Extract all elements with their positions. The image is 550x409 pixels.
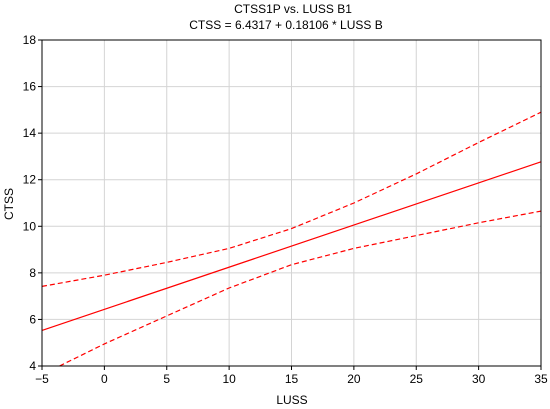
x-tick-label-0: −5 [35,372,49,386]
series-line-lower-confidence [59,210,542,367]
y-tick-label-5: 14 [23,126,37,140]
y-tick-label-4: 12 [23,173,37,187]
ticks-layer: −5 0 5 10 15 20 25 30 35 4 6 8 10 12 14 16 18 [23,33,548,386]
grid-lines [42,40,541,366]
x-tick-label-3: 10 [222,372,236,386]
x-axis-label: LUSS [276,393,307,407]
x-tick-label-7: 30 [472,372,486,386]
y-tick-label-3: 10 [23,219,37,233]
series-line-upper-confidence [41,111,542,287]
x-tick-label-4: 15 [285,372,299,386]
x-tick-label-1: 0 [101,372,108,386]
y-tick-label-6: 16 [23,80,37,94]
x-tick-label-2: 5 [163,372,170,386]
y-tick-label-2: 8 [29,266,36,280]
x-tick-label-6: 25 [410,372,424,386]
chart-title: CTSS1P vs. LUSS B1 [234,2,352,16]
y-tick-label-1: 6 [29,312,36,326]
x-tick-label-8: 35 [534,372,548,386]
series-line-fit [41,161,542,331]
chart-subtitle: CTSS = 6.4317 + 0.18106 * LUSS B [189,18,382,32]
series-layer [41,111,542,367]
y-tick-label-0: 4 [29,359,36,373]
x-tick-label-5: 20 [347,372,361,386]
y-tick-label-7: 18 [23,33,37,47]
y-axis-label: CTSS [2,188,16,220]
